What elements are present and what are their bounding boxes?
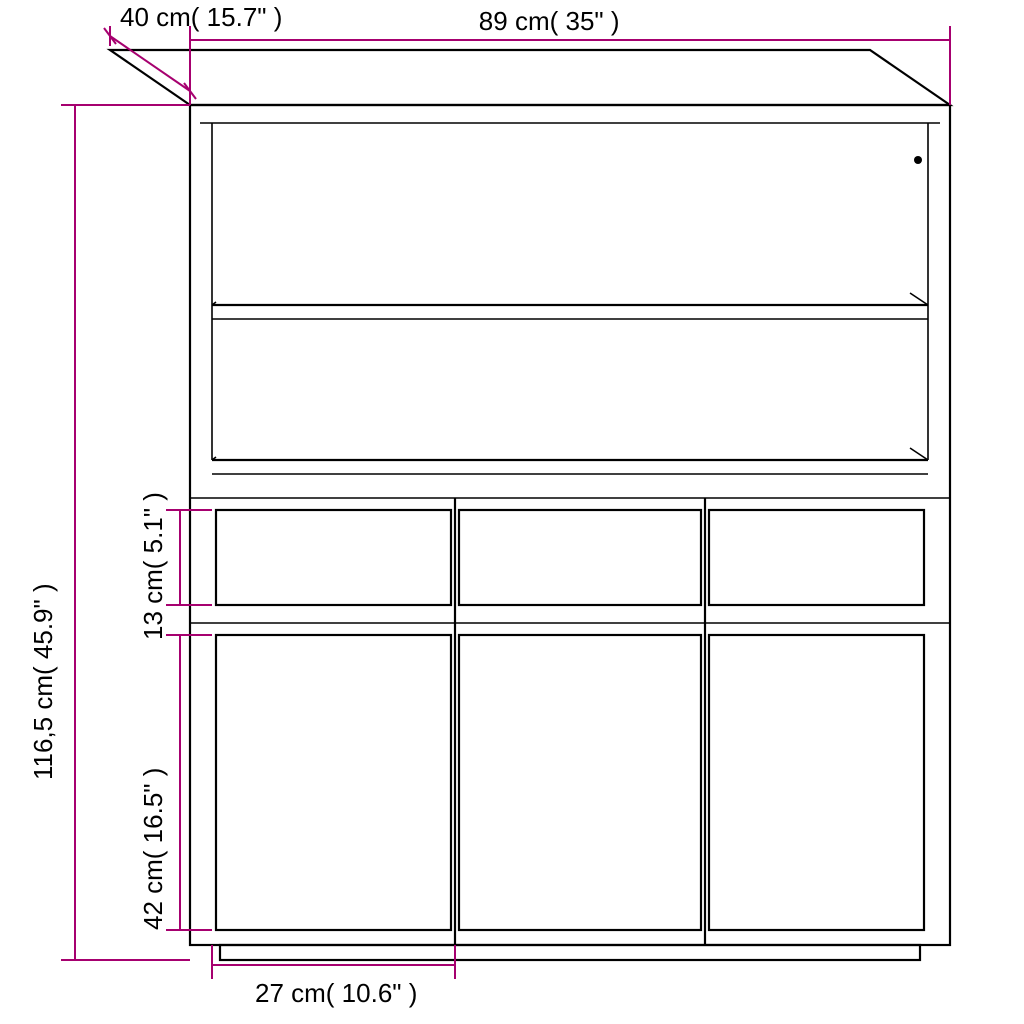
dim-panel-label: 27 cm( 10.6" ) bbox=[255, 978, 417, 1009]
dim-depth-label: 40 cm( 15.7" ) bbox=[120, 2, 282, 33]
dim-width-label: 89 cm( 35" ) bbox=[479, 6, 620, 37]
dim-drawer-label: 13 cm( 5.1" ) bbox=[138, 492, 169, 640]
dim-height-label: 116,5 cm( 45.9" ) bbox=[28, 583, 59, 780]
dim-door-label: 42 cm( 16.5" ) bbox=[138, 768, 169, 930]
